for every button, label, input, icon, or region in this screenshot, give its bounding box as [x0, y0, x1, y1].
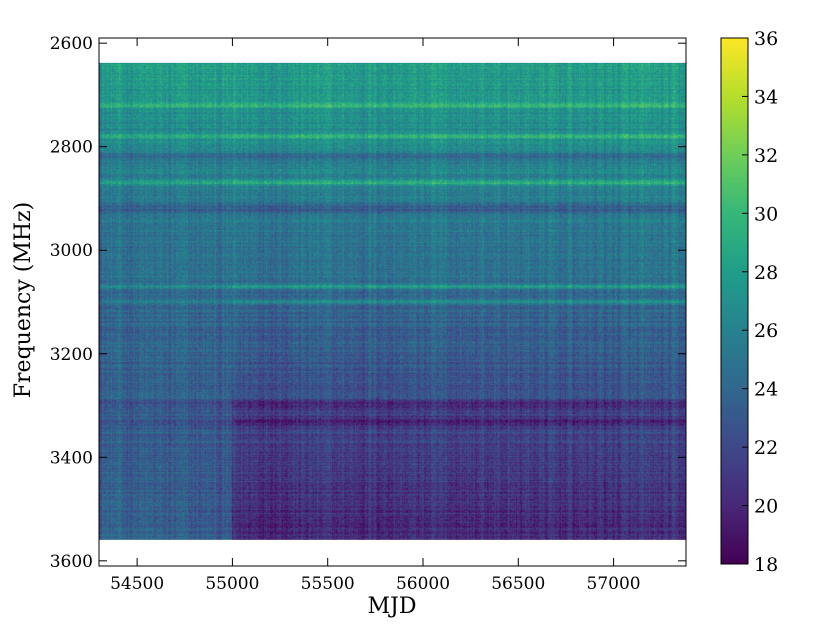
plot-frame	[98, 37, 687, 567]
y-tick-label: 3000	[50, 241, 93, 261]
colorbar-tick-label: 32	[754, 145, 778, 167]
y-tick-label: 2600	[50, 34, 93, 54]
colorbar-tick-label: 22	[754, 437, 778, 459]
colorbar-tick-label: 30	[754, 203, 778, 225]
y-tick-label: 3400	[50, 448, 93, 468]
y-axis-ticks: 2600 2800 3000 3200 3400 3600	[50, 34, 686, 572]
colorbar-tick-label: 24	[754, 379, 778, 401]
y-tick-label: 3200	[50, 345, 93, 365]
x-axis-ticks: 54500 55000 55500 56000 56500 57000	[110, 38, 641, 594]
colorbar-tick-label: 36	[754, 28, 778, 50]
y-tick-label: 2800	[50, 138, 93, 158]
x-tick-label: 57000	[587, 574, 641, 594]
x-tick-label: 55000	[205, 574, 259, 594]
colorbar: 18 20 22 24 26 28 30 32 34 36	[720, 28, 778, 576]
x-tick-label: 55500	[301, 574, 355, 594]
plot-area	[98, 37, 687, 567]
y-tick-label: 3600	[50, 552, 93, 572]
colorbar-tick-label: 28	[754, 262, 778, 284]
colorbar-tick-label: 34	[754, 86, 778, 108]
colorbar-tick-label: 18	[754, 554, 778, 576]
x-axis-label: MJD	[368, 594, 417, 619]
colorbar-ticks: 18 20 22 24 26 28 30 32 34 36	[742, 28, 778, 576]
heatmap-image	[99, 62, 686, 540]
colorbar-tick-label: 26	[754, 320, 778, 342]
x-tick-label: 56000	[396, 574, 450, 594]
x-tick-label: 54500	[110, 574, 164, 594]
y-axis-label: Frequency (MHz)	[11, 202, 36, 398]
colorbar-frame	[720, 37, 749, 565]
colorbar-tick-label: 20	[754, 496, 778, 518]
x-tick-label: 56500	[491, 574, 545, 594]
colorbar-gradient	[721, 38, 748, 564]
